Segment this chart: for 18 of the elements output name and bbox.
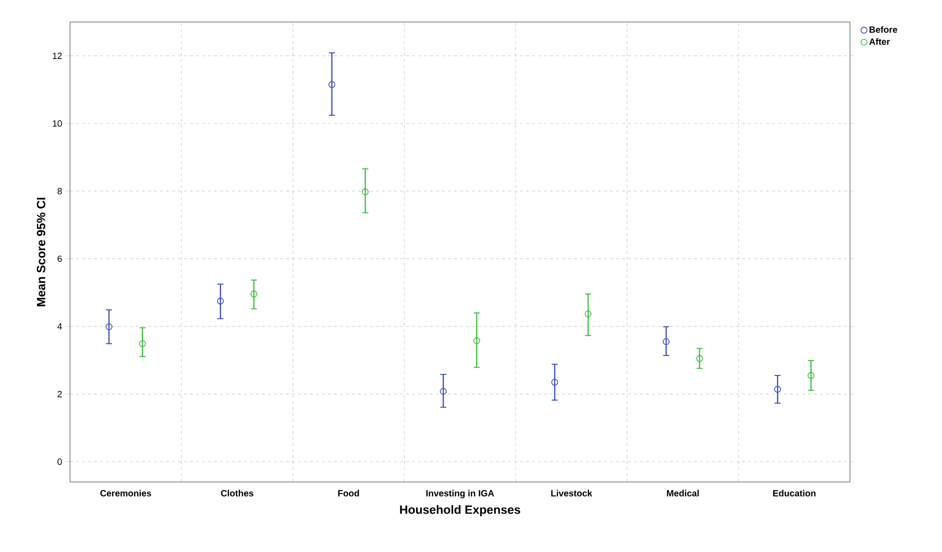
y-tick-label: 6	[58, 256, 62, 262]
y-tick-label: 12	[52, 52, 62, 59]
y-tick-label: 8	[58, 188, 62, 194]
y-tick-label: 0	[58, 458, 62, 465]
y-tick-label: 2	[58, 390, 62, 398]
legend-label: After	[869, 38, 890, 45]
x-tick-label: Ceremonies	[100, 490, 152, 496]
y-axis-title: Mean Score 95% CI	[36, 198, 46, 306]
y-tick-label: 4	[57, 323, 62, 330]
x-tick-label: Food	[338, 490, 359, 496]
y-tick-label: 10	[52, 120, 62, 127]
x-tick-label: Medical	[666, 490, 699, 496]
x-tick-label: Education	[773, 490, 816, 496]
x-tick-label: Clothes	[221, 490, 254, 496]
x-axis-title: Household Expenses	[400, 505, 520, 516]
legend-label: Before	[870, 26, 898, 33]
x-tick-label: Investing in IGA	[426, 490, 494, 498]
x-tick-label: Livestock	[551, 490, 592, 496]
